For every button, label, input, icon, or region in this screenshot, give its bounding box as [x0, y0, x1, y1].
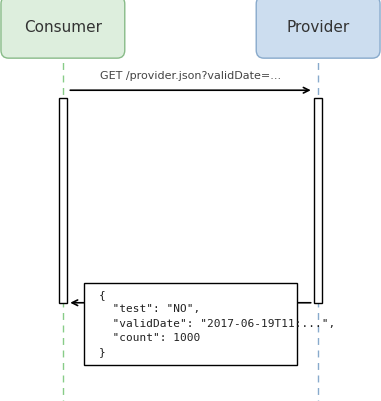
FancyBboxPatch shape — [1, 0, 125, 58]
Text: Provider: Provider — [287, 20, 350, 34]
FancyBboxPatch shape — [256, 0, 380, 58]
Bar — [84, 283, 297, 365]
Text: Consumer: Consumer — [24, 20, 102, 34]
Text: {
  "test": "NO",
  "validDate": "2017-06-19T11:...",
  "count": 1000
}: { "test": "NO", "validDate": "2017-06-19… — [99, 290, 335, 358]
Bar — [314, 98, 322, 303]
Text: GET /provider.json?validDate=...: GET /provider.json?validDate=... — [100, 71, 281, 81]
Bar — [59, 98, 67, 303]
